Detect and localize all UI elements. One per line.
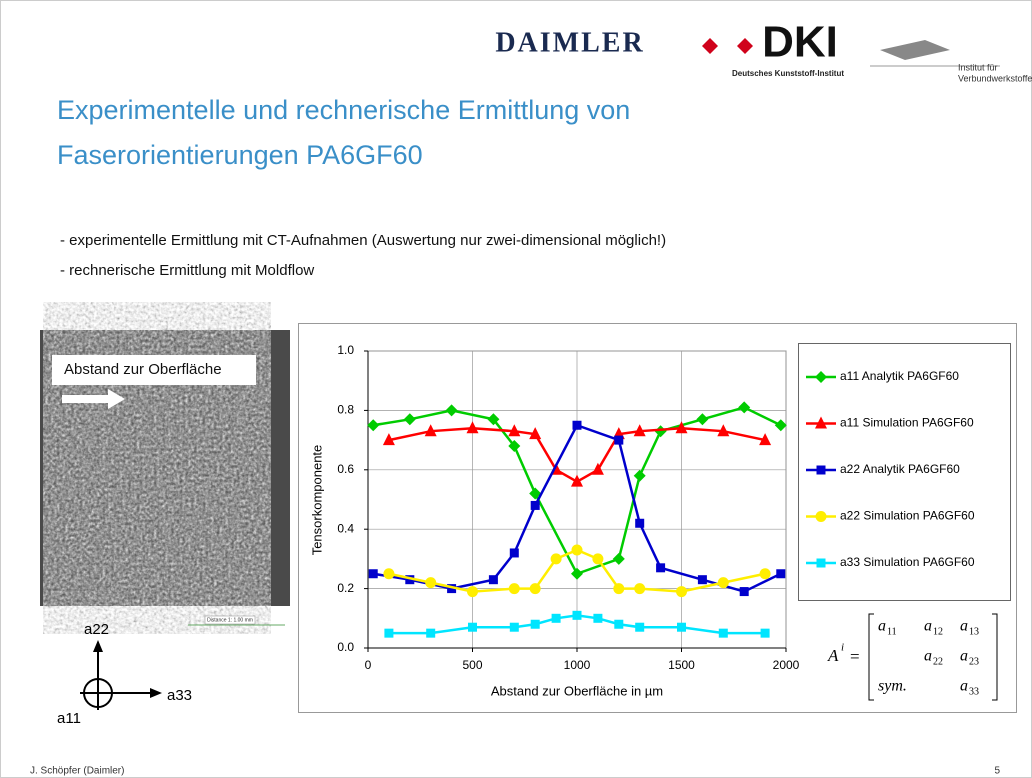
footer-page: 5 [994,766,1000,777]
marker [634,583,645,594]
marker [698,575,707,584]
slide-title: Faserorientierungen PA6GF60 [57,140,423,170]
marker [677,623,686,632]
x-tick-label: 1000 [564,658,591,672]
marker [489,575,498,584]
y-tick-label: 1.0 [337,343,354,357]
marker [573,421,582,430]
matrix-entry: a [924,618,932,635]
matrix-subscript: 22 [933,656,943,667]
y-tick-label: 0.4 [337,521,354,535]
marker [531,620,540,629]
marker [760,568,771,579]
legend-label: a33 Simulation PA6GF60 [840,555,975,569]
legend-marker [817,559,826,568]
marker [572,544,583,555]
bullet: - experimentelle Ermittlung mit CT-Aufna… [60,232,666,249]
marker [635,519,644,528]
marker [369,569,378,578]
y-axis-label: Tensorkomponente [309,445,324,556]
marker [468,623,477,632]
marker [509,583,520,594]
marker [467,586,478,597]
logo-daimler: DAIMLER [495,27,644,58]
footer-author: J. Schöpfer (Daimler) [30,766,124,777]
slide-title: Experimentelle und rechnerische Ermittlu… [57,95,630,125]
matrix-entry: sym. [878,678,907,695]
marker [551,553,562,564]
marker [718,577,729,588]
marker [676,586,687,597]
legend-label: a11 Simulation PA6GF60 [840,416,974,430]
marker [573,611,582,620]
slide: DAIMLER DKI Deutsches Kunststoff-Institu… [0,0,1032,778]
marker [635,623,644,632]
x-tick-label: 2000 [773,658,800,672]
legend-label: a22 Simulation PA6GF60 [840,509,975,523]
matrix-entry: a [960,678,968,695]
scale-label: Distance 1: 1.00 mm [207,617,253,623]
matrix-lhs: A [827,646,839,665]
marker [614,620,623,629]
marker [656,563,665,572]
matrix-subscript: 13 [969,626,979,637]
logo-ivw-text: Institut für [958,62,998,72]
legend-marker [817,466,826,475]
marker [776,569,785,578]
marker [510,548,519,557]
logo-dki: DKI [762,18,838,67]
x-tick-label: 1500 [668,658,695,672]
matrix-subscript: 23 [969,656,979,667]
matrix-lhs-sup: i [841,642,844,654]
marker [530,583,541,594]
axis-label: a11 [57,710,81,727]
y-tick-label: 0.6 [337,462,354,476]
x-tick-label: 0 [365,658,372,672]
image-label: Abstand zur Oberfläche [64,361,222,378]
marker [510,623,519,632]
marker [426,629,435,638]
marker [384,629,393,638]
logo-ivw-text: Verbundwerkstoffe [958,73,1032,83]
y-tick-label: 0.2 [337,581,354,595]
legend-marker [816,511,827,522]
x-tick-label: 500 [462,658,482,672]
bullet: - rechnerische Ermittlung mit Moldflow [60,262,314,279]
axis-label: a22 [84,621,109,638]
marker [425,577,436,588]
legend-label: a11 Analytik PA6GF60 [840,369,959,383]
marker [552,614,561,623]
marker [593,614,602,623]
x-axis-label: Abstand zur Oberfläche in µm [491,683,663,698]
matrix-entry: a [878,618,886,635]
matrix-subscript: 33 [969,686,979,697]
logo-dki-subtitle: Deutsches Kunststoff-Institut [732,69,844,78]
matrix-subscript: 11 [887,626,897,637]
marker [613,583,624,594]
marker [614,436,623,445]
marker [719,629,728,638]
matrix-entry: a [924,648,932,665]
y-tick-label: 0.0 [337,640,354,654]
axis-label: a33 [167,687,192,704]
marker [592,553,603,564]
marker [531,501,540,510]
matrix-entry: a [960,618,968,635]
legend-label: a22 Analytik PA6GF60 [840,462,960,476]
matrix-subscript: 12 [933,626,943,637]
marker [740,587,749,596]
matrix-entry: a [960,648,968,665]
marker [383,568,394,579]
y-tick-label: 0.8 [337,403,354,417]
marker [761,629,770,638]
matrix-eq: = [850,647,860,666]
